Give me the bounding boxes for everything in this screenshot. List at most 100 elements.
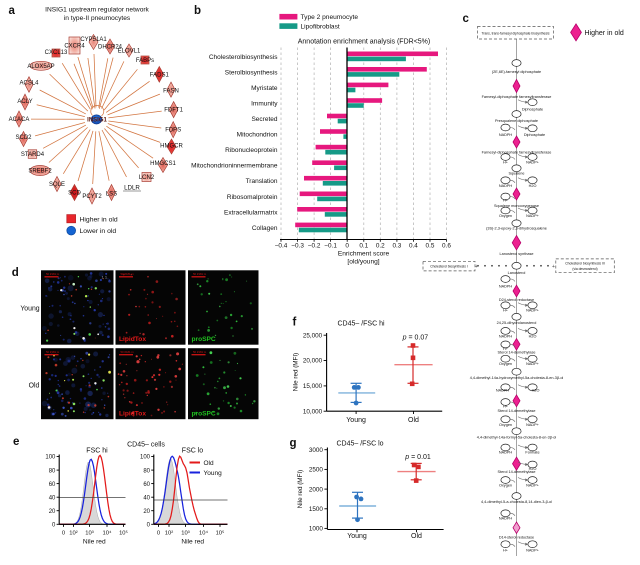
svg-text:−0.3: −0.3 (291, 243, 304, 250)
svg-text:LDLR: LDLR (124, 185, 140, 192)
svg-text:ACLY: ACLY (17, 99, 32, 105)
svg-text:Higher in old: Higher in old (585, 30, 624, 37)
svg-text:0.4: 0.4 (409, 243, 418, 250)
svg-text:40: 40 (49, 495, 56, 501)
svg-text:e: e (13, 436, 19, 448)
svg-text:Cholesterol biosynthesis III: Cholesterol biosynthesis III (565, 261, 604, 265)
svg-text:NADPH: NADPH (496, 389, 510, 393)
svg-text:0.2: 0.2 (376, 243, 385, 250)
svg-text:CXCL13: CXCL13 (45, 50, 68, 56)
svg-text:15,000: 15,000 (303, 383, 323, 390)
svg-text:proSPC: proSPC (192, 336, 216, 343)
svg-text:Lipofibroblast: Lipofibroblast (301, 24, 340, 31)
svg-text:Extracellularmatrix: Extracellularmatrix (224, 209, 278, 216)
svg-text:NADP+: NADP+ (526, 214, 540, 218)
svg-text:50 50 µm#181;m: 50 50 µm#181;m (121, 350, 135, 354)
svg-text:FADS1: FADS1 (150, 72, 170, 78)
svg-text:Higher in old: Higher in old (80, 217, 118, 224)
svg-text:CD45– /FSC hi: CD45– /FSC hi (337, 321, 385, 328)
svg-text:SCD2: SCD2 (15, 135, 32, 141)
svg-text:60: 60 (49, 482, 56, 488)
svg-text:0.5: 0.5 (426, 243, 435, 250)
svg-text:3000: 3000 (309, 447, 324, 454)
svg-text:Nile red (MFI): Nile red (MFI) (297, 470, 304, 508)
svg-text:NADP+: NADP+ (526, 484, 540, 488)
svg-text:100: 100 (45, 455, 56, 461)
svg-text:(3S)-2,3-epoxy-2,3-dihydrosqua: (3S)-2,3-epoxy-2,3-dihydrosqualene (486, 227, 547, 231)
svg-text:INSIG1 upstream regulator netw: INSIG1 upstream regulator network (45, 7, 149, 14)
svg-text:CD45– cells: CD45– cells (127, 441, 165, 448)
svg-text:Enrichment score: Enrichment score (338, 251, 390, 258)
svg-text:LipidTox: LipidTox (119, 411, 146, 418)
svg-text:Lower in old: Lower in old (80, 228, 117, 235)
svg-text:−0.4: −0.4 (275, 243, 288, 250)
svg-text:Farnesyl-diphosphate farnesylt: Farnesyl-diphosphate farnesyltransferase (482, 150, 552, 154)
svg-text:Old: Old (411, 533, 422, 540)
svg-text:H2O: H2O (529, 335, 537, 339)
svg-text:Sterol 14-demethylase: Sterol 14-demethylase (498, 409, 536, 413)
svg-text:D14-sterol reductase: D14-sterol reductase (499, 536, 534, 540)
svg-text:g: g (290, 438, 297, 450)
svg-text:25,000: 25,000 (303, 332, 323, 339)
svg-text:1 1: 1 1 (102, 274, 108, 279)
svg-text:Oxygen: Oxygen (499, 423, 512, 427)
svg-text:Sterol 14-demethylase: Sterol 14-demethylase (498, 470, 536, 474)
svg-text:H2O: H2O (529, 184, 537, 188)
svg-text:Trans, trans-farnesyl diphosph: Trans, trans-farnesyl diphosphate biosyn… (481, 32, 549, 36)
svg-text:p = 0.07: p = 0.07 (402, 335, 429, 342)
svg-text:20,000: 20,000 (303, 358, 323, 365)
svg-text:HMGCS1: HMGCS1 (150, 161, 176, 167)
svg-text:4,4-dimethyl-14a-formyl-5a-cho: 4,4-dimethyl-14a-formyl-5a-cholesta-8-en… (477, 436, 557, 440)
svg-text:ACSL4: ACSL4 (19, 81, 39, 87)
svg-text:NADP+: NADP+ (526, 160, 540, 164)
svg-text:FSC hi: FSC hi (86, 447, 108, 454)
svg-text:Collagen: Collagen (252, 225, 278, 232)
svg-text:10⁴: 10⁴ (103, 530, 112, 537)
svg-text:NADPH: NADPH (499, 517, 513, 521)
svg-text:60: 60 (143, 482, 150, 488)
svg-text:Immunity: Immunity (251, 101, 278, 108)
svg-text:ACACA: ACACA (9, 117, 30, 123)
svg-text:H+: H+ (503, 548, 509, 552)
svg-text:FABPs: FABPs (136, 58, 154, 64)
svg-text:NADP+: NADP+ (526, 362, 540, 366)
svg-text:Ribonucleoprotein: Ribonucleoprotein (225, 147, 278, 154)
svg-text:4,4-dimethyl-5-a-cholesta-8,14: 4,4-dimethyl-5-a-cholesta-8,14-dien-3-β-… (481, 500, 552, 504)
svg-text:(via desmosterol): (via desmosterol) (572, 267, 597, 271)
svg-text:PCYT2: PCYT2 (82, 194, 102, 200)
svg-text:CXCR4: CXCR4 (64, 44, 85, 50)
svg-text:Lanosterol: Lanosterol (508, 271, 526, 275)
svg-text:NADPH: NADPH (499, 284, 513, 288)
svg-text:100: 100 (140, 455, 151, 461)
svg-text:Young: Young (204, 470, 223, 477)
svg-text:Oxygen: Oxygen (499, 362, 512, 366)
svg-text:Old: Old (29, 383, 40, 390)
svg-text:CD45– /FSC lo: CD45– /FSC lo (336, 441, 383, 448)
svg-text:Cholesterol biosynthesis I: Cholesterol biosynthesis I (430, 265, 468, 269)
svg-text:1000: 1000 (309, 526, 324, 533)
svg-text:24,25-dihydrolanosterol: 24,25-dihydrolanosterol (497, 321, 537, 325)
svg-text:Farnesyl-diphosphate farnesylt: Farnesyl-diphosphate farnesyltransferase (482, 95, 552, 99)
svg-text:10⁴: 10⁴ (199, 530, 208, 537)
svg-text:40: 40 (143, 495, 150, 501)
svg-text:NADPH: NADPH (499, 451, 513, 455)
svg-text:Sterol 14-demethylase: Sterol 14-demethylase (498, 351, 536, 355)
svg-text:Cholesterolbiosynthesis: Cholesterolbiosynthesis (209, 54, 278, 61)
svg-text:H2O: H2O (532, 389, 540, 393)
svg-text:50 50 µm#181;m: 50 50 µm#181;m (46, 272, 60, 276)
svg-text:in type-II pneumocytes: in type-II pneumocytes (64, 15, 131, 22)
svg-text:0.3: 0.3 (392, 243, 401, 250)
svg-text:2500: 2500 (309, 467, 324, 474)
svg-text:Secreted: Secreted (251, 116, 277, 123)
svg-text:NADP+: NADP+ (526, 423, 540, 427)
svg-text:NADPH: NADPH (499, 335, 513, 339)
svg-text:10⁵: 10⁵ (119, 530, 128, 537)
svg-text:Old: Old (204, 460, 215, 467)
svg-text:CYP51A1: CYP51A1 (80, 37, 107, 43)
svg-text:[old/young]: [old/young] (347, 259, 379, 266)
svg-text:SQLE: SQLE (49, 182, 65, 188)
svg-text:SREBF2: SREBF2 (28, 169, 52, 175)
svg-text:LCN2: LCN2 (139, 175, 155, 181)
svg-text:Mitochondrioninnermembrane: Mitochondrioninnermembrane (191, 163, 278, 170)
svg-text:20: 20 (49, 509, 56, 515)
